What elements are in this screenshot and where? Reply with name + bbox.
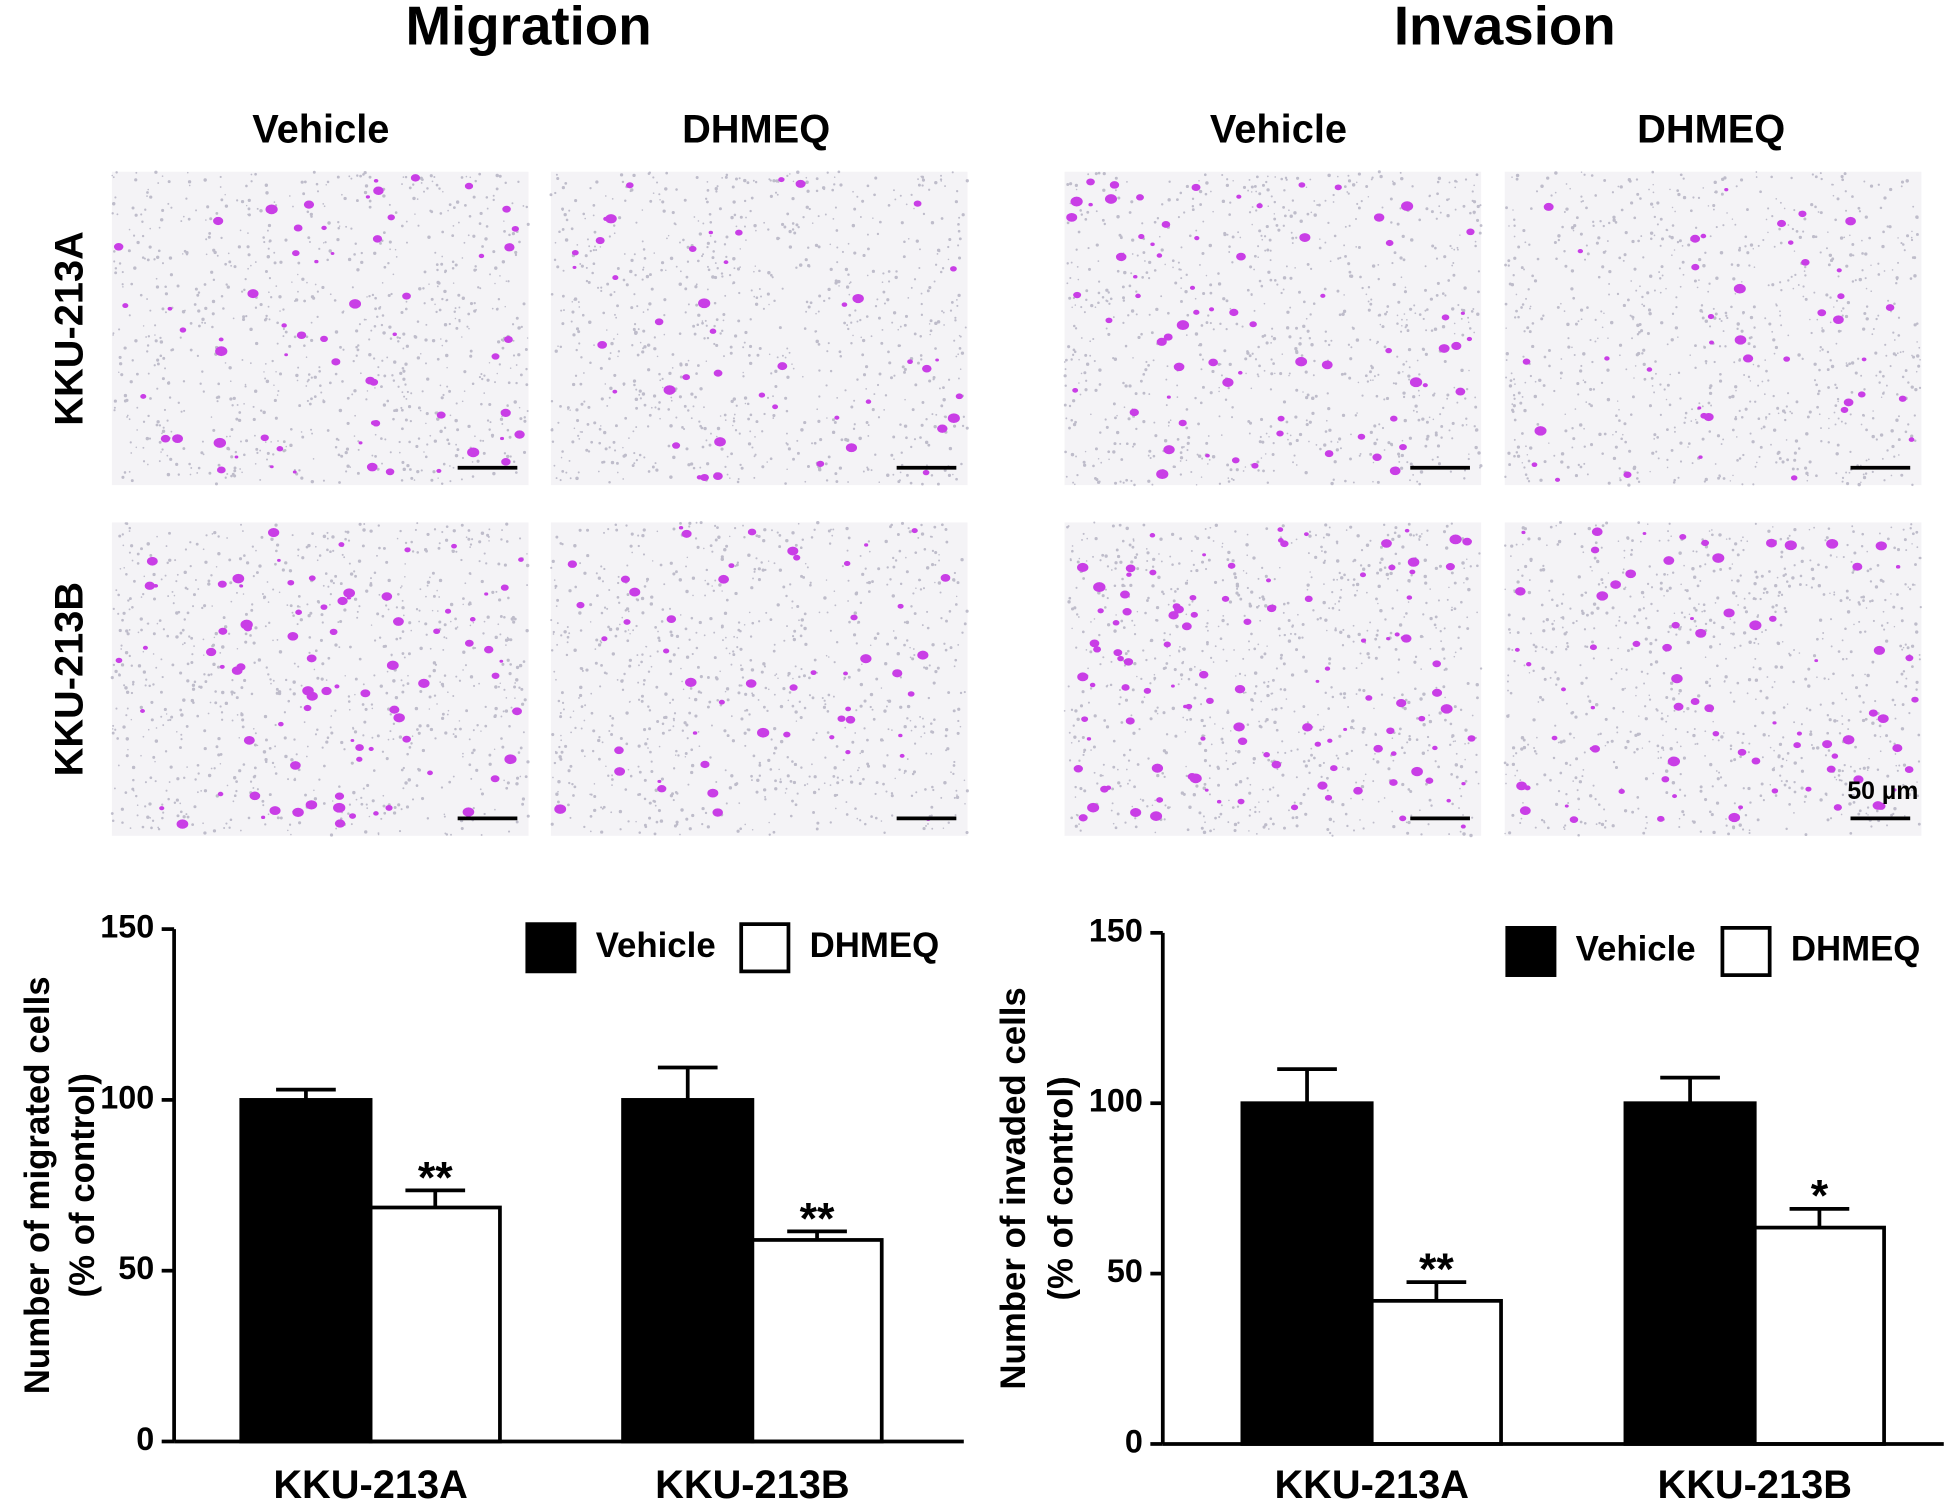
bar: [368, 1205, 502, 1444]
error-bar: [276, 1087, 336, 1100]
legend-label: Vehicle: [1576, 930, 1696, 969]
y-tick-label: 0: [136, 1421, 154, 1457]
x-tick-label: KKU-213A: [273, 1463, 468, 1507]
bar: [1240, 1101, 1374, 1446]
error-bar: [787, 1229, 847, 1240]
significance-label: **: [1419, 1244, 1454, 1294]
y-axis-label: Number of migrated cells: [18, 976, 57, 1394]
background-specks: [1063, 521, 1483, 838]
micrograph: [1504, 522, 1922, 836]
legend-label: DHMEQ: [1791, 930, 1921, 969]
background-specks: [1503, 520, 1922, 837]
micrograph: [550, 171, 968, 486]
legend-label: Vehicle: [596, 926, 716, 965]
error-bar: [1277, 1067, 1337, 1104]
y-tick-label: 50: [118, 1250, 154, 1286]
legend-swatch: [1505, 925, 1557, 977]
legend-swatch: [525, 922, 577, 974]
background-specks: [1063, 170, 1483, 487]
column-label: DHMEQ: [1637, 107, 1785, 151]
micrograph: [1504, 171, 1922, 486]
y-tick-label: 150: [1089, 912, 1143, 948]
y-tick-label: 0: [1125, 1424, 1143, 1460]
legend-swatch: [1720, 925, 1772, 977]
y-axis-label: Number of invaded cells: [994, 987, 1033, 1389]
error-bar: [1406, 1280, 1467, 1301]
y-tick-label: 50: [1107, 1253, 1143, 1289]
bar: [750, 1238, 884, 1444]
x-tick-label: KKU-213B: [1657, 1463, 1852, 1507]
bar: [621, 1098, 755, 1444]
error-bar: [657, 1065, 718, 1100]
y-axis-label: (% of control): [63, 1073, 102, 1297]
micrograph: [111, 522, 529, 836]
x-tick-label: KKU-213B: [655, 1463, 850, 1507]
y-axis-label: (% of control): [1042, 1076, 1081, 1300]
error-bar: [1789, 1206, 1850, 1228]
bar: [1623, 1101, 1757, 1446]
scale-bar-label: 50 µm: [1847, 777, 1918, 805]
significance-label: **: [418, 1152, 453, 1202]
bar: [1752, 1225, 1886, 1446]
y-tick-label: 100: [100, 1079, 154, 1115]
y-tick-label: 150: [100, 909, 154, 945]
x-tick-label: KKU-213A: [1274, 1463, 1469, 1507]
background-specks: [1504, 170, 1922, 487]
significance-label: **: [800, 1193, 835, 1243]
panel-title: Migration: [405, 0, 651, 56]
y-tick-label: 100: [1089, 1083, 1143, 1119]
legend-swatch: [739, 922, 791, 974]
significance-label: *: [1811, 1171, 1829, 1221]
row-label: KKU-213B: [48, 582, 92, 777]
error-bar: [1660, 1075, 1720, 1104]
column-label: Vehicle: [252, 107, 389, 151]
column-label: Vehicle: [1210, 107, 1347, 151]
column-label: DHMEQ: [682, 107, 830, 151]
legend-label: DHMEQ: [810, 926, 940, 965]
panel-title: Invasion: [1394, 0, 1616, 56]
micrograph: [550, 522, 968, 836]
bar: [239, 1098, 373, 1444]
row-label: KKU-213A: [48, 231, 92, 426]
bar: [1369, 1298, 1503, 1446]
error-bar: [405, 1188, 466, 1208]
